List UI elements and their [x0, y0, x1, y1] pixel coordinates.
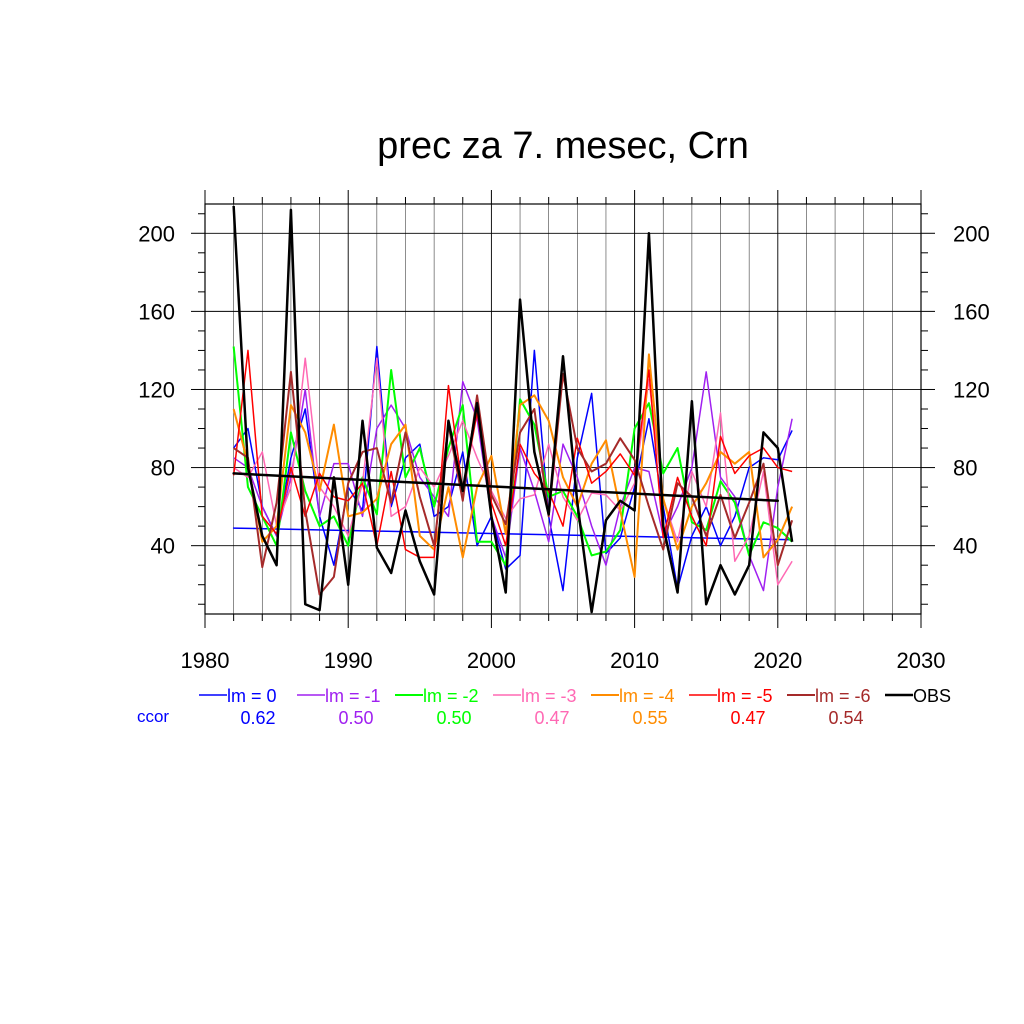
legend-ccor-value: 0.54 [828, 708, 863, 728]
series-line-5 [232, 349, 793, 559]
x-tick-label: 2000 [467, 648, 516, 673]
x-tick-label: 2030 [897, 648, 946, 673]
legend-label: lm = -4 [619, 686, 675, 706]
y-tick-label-right: 40 [953, 534, 977, 559]
series-line-7 [232, 205, 794, 614]
series-lines [232, 205, 794, 614]
legend-label: lm = -2 [423, 686, 479, 706]
legend-ccor-value: 0.55 [632, 708, 667, 728]
legend-ccor-value: 0.50 [436, 708, 471, 728]
legend-label: OBS [913, 686, 951, 706]
x-tick-label: 1980 [181, 648, 230, 673]
legend-ccor-value: 0.50 [338, 708, 373, 728]
y-tick-label-left: 40 [151, 534, 175, 559]
y-tick-label-right: 200 [953, 221, 990, 246]
ccor-label: ccor [137, 707, 169, 726]
y-tick-label-left: 200 [138, 221, 175, 246]
y-tick-label-left: 160 [138, 299, 175, 324]
y-tick-label-left: 80 [151, 456, 175, 481]
legend-ccor-value: 0.47 [534, 708, 569, 728]
trend-line-7 [232, 472, 780, 503]
y-tick-label-left: 120 [138, 377, 175, 402]
legend-label: lm = -1 [325, 686, 381, 706]
legend-label: lm = -6 [815, 686, 871, 706]
legend-label: lm = -5 [717, 686, 773, 706]
chart-title: prec za 7. mesec, Crn [377, 125, 749, 167]
legend-ccor-value: 0.62 [240, 708, 275, 728]
x-tick-label: 2010 [610, 648, 659, 673]
y-tick-label-right: 120 [953, 377, 990, 402]
x-tick-label: 1990 [324, 648, 373, 673]
y-tick-label-right: 80 [953, 456, 977, 481]
legend-ccor-value: 0.47 [730, 708, 765, 728]
series-line-1 [233, 371, 793, 592]
axis-ticks: 1980 1990 2000 2010 2020 2030 40 40 80 80 120 120 16… [138, 190, 990, 673]
legend-label: lm = 0 [227, 686, 277, 706]
legend-label: lm = -3 [521, 686, 577, 706]
trend-line-0 [232, 527, 793, 541]
x-tick-label: 2020 [753, 648, 802, 673]
y-tick-label-right: 160 [953, 299, 990, 324]
